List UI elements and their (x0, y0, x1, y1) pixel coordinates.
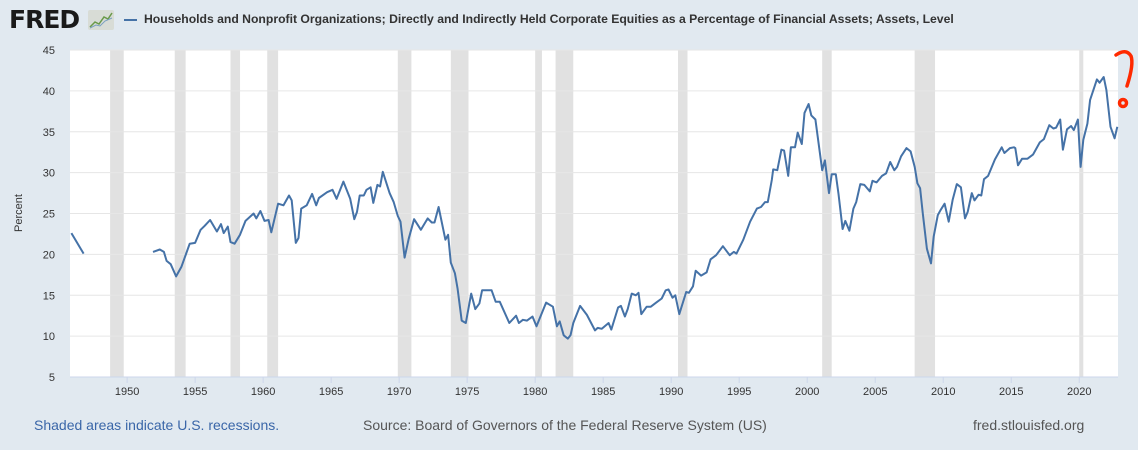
x-tick-label: 1990 (659, 386, 683, 398)
y-tick-label: 25 (43, 209, 55, 221)
x-tick-label: 2015 (999, 386, 1023, 398)
y-tick-label: 30 (43, 168, 55, 180)
x-tick-label: 1970 (387, 386, 411, 398)
series-line-segment-2 (152, 76, 1119, 340)
x-tick-label: 1960 (251, 386, 275, 398)
y-tick-label: 35 (43, 127, 55, 139)
y-tick-label: 45 (43, 45, 55, 57)
x-tick-label: 1980 (523, 386, 547, 398)
y-tick-label: 20 (43, 249, 55, 261)
recession-note-link[interactable]: Shaded areas indicate U.S. recessions. (34, 417, 280, 433)
series-title[interactable]: Households and Nonprofit Organizations; … (144, 12, 954, 26)
chart: 5 10 15 20 25 30 35 40 45 1950 1955 1960 1965 1970 19… (13, 45, 1134, 398)
source-text: Source: Board of Governors of the Federa… (363, 417, 767, 433)
x-tick-label: 1985 (591, 386, 615, 398)
x-tick-label: 2005 (863, 386, 887, 398)
x-tick-label: 1965 (319, 386, 343, 398)
y-tick-label: 10 (43, 331, 55, 343)
x-tick-label: 1995 (727, 386, 751, 398)
fred-logo[interactable]: FRED (9, 5, 80, 34)
x-tick-label: 2000 (795, 386, 819, 398)
x-tick-label: 1975 (455, 386, 479, 398)
red-question-mark-annotation (1114, 50, 1134, 109)
x-tick-label: 1955 (183, 386, 207, 398)
site-link[interactable]: fred.stlouisfed.org (973, 417, 1085, 433)
x-tick-label: 1950 (115, 386, 139, 398)
series-line-segment-1 (70, 232, 85, 255)
x-tick-label: 2010 (931, 386, 955, 398)
legend-line-swatch (124, 19, 137, 21)
y-tick-label: 40 (43, 86, 55, 98)
y-axis-label: Percent (13, 194, 25, 232)
x-tick-label: 2020 (1067, 386, 1091, 398)
y-tick-label: 15 (43, 290, 55, 302)
y-tick-label: 5 (49, 372, 55, 384)
chart-logo-icon (88, 10, 114, 30)
